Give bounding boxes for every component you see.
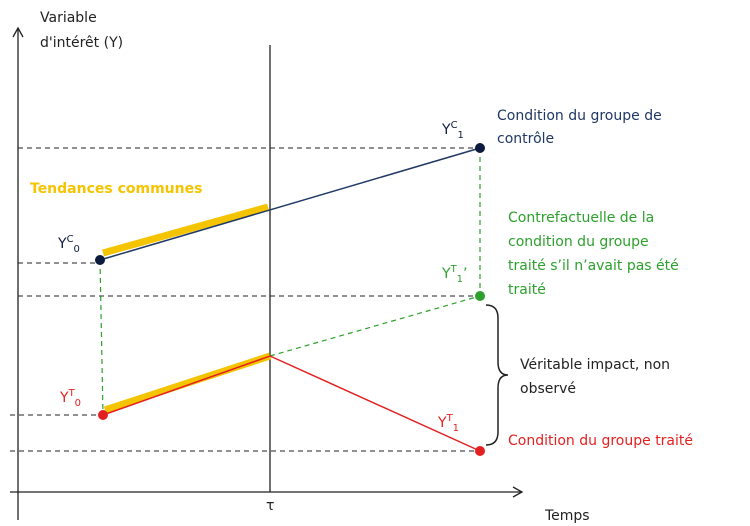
annotation: Condition du groupe de: [497, 108, 662, 124]
annotation: condition du groupe: [508, 234, 649, 250]
y-axis-label: d'intérêt (Y): [40, 35, 123, 51]
point: [95, 255, 105, 265]
point: [98, 410, 108, 420]
subscript: 1: [458, 130, 464, 141]
base: Y: [437, 415, 447, 431]
point-label: YT1’: [441, 264, 468, 285]
superscript: C: [451, 120, 458, 131]
control-line: [99, 147, 481, 261]
superscript: T: [446, 413, 454, 424]
common-trend-control: [102, 203, 269, 257]
point-label: YC0: [57, 234, 80, 255]
subscript: 0: [75, 398, 81, 409]
point-label: YT1: [437, 413, 459, 434]
superscript: T: [450, 264, 458, 275]
annotation: traité s’il n’avait pas été: [508, 258, 679, 274]
annotation: Condition du groupe traité: [508, 433, 693, 449]
annotation: Contrefactuelle de la: [508, 210, 654, 226]
point: [475, 143, 485, 153]
x-axis-label: Temps: [544, 508, 590, 524]
annotation: traité: [508, 282, 546, 298]
point-label: YT0: [59, 388, 81, 409]
point: [475, 446, 485, 456]
base: Y: [441, 122, 451, 138]
annotation: contrôle: [497, 131, 554, 147]
green-guides: [99, 148, 481, 416]
annotation: observé: [520, 381, 576, 397]
annotation: Véritable impact, non: [520, 357, 670, 373]
prime: ’: [463, 266, 467, 282]
point-label: YC1: [441, 120, 464, 141]
superscript: T: [68, 388, 76, 399]
base: Y: [57, 236, 67, 252]
brace: [485, 304, 509, 446]
guides: [10, 147, 480, 452]
point: [475, 291, 485, 301]
subscript: 0: [74, 244, 80, 255]
treated-line: [102, 355, 481, 452]
base: Y: [59, 390, 69, 406]
subscript: 1: [457, 274, 463, 285]
base: Y: [441, 266, 451, 282]
trend-label: Tendances communes: [30, 181, 202, 197]
y-axis-label: Variable: [40, 10, 97, 26]
subscript: 1: [453, 423, 459, 434]
superscript: C: [67, 234, 74, 245]
tau-label: τ: [266, 498, 274, 514]
